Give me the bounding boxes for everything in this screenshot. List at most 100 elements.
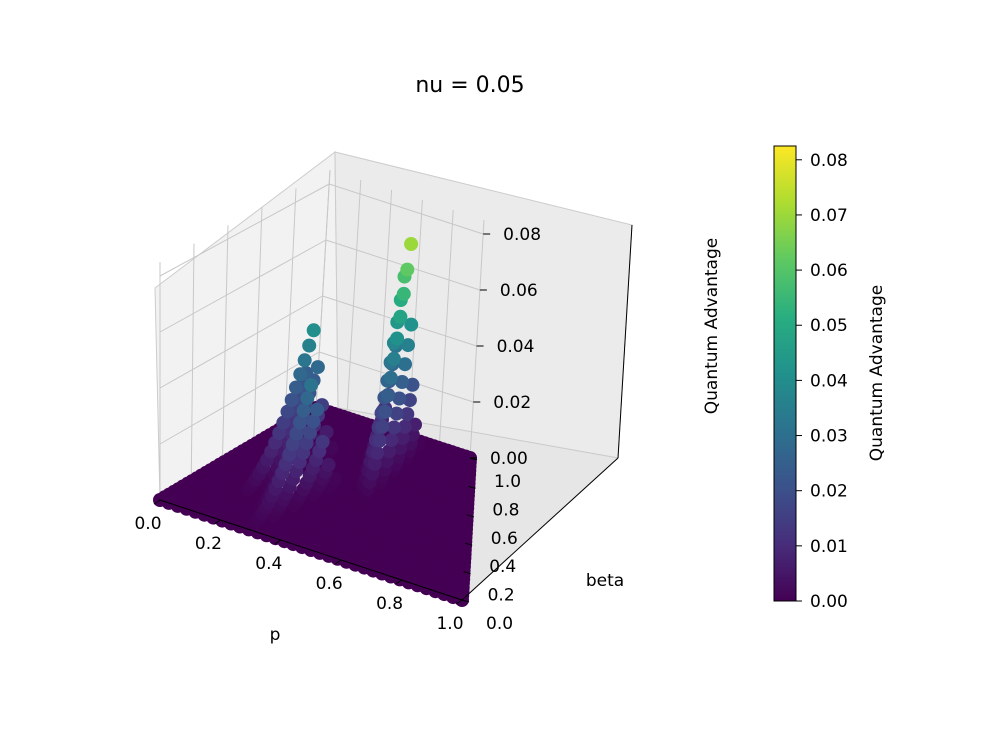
x-tick-mark bbox=[274, 539, 282, 545]
z-tick-label: 0.08 bbox=[503, 225, 541, 245]
z-axis-label: Quantum Advantage bbox=[702, 238, 722, 414]
colorbar-tick-label: 0.03 bbox=[810, 427, 848, 447]
data-point bbox=[404, 317, 419, 332]
data-point bbox=[378, 404, 393, 419]
z-axis-line bbox=[617, 224, 633, 459]
y-tick-label: 0.2 bbox=[488, 586, 515, 606]
data-point bbox=[297, 353, 312, 368]
y-tick-label: 0.8 bbox=[492, 500, 519, 520]
z-tick-label: 0.04 bbox=[497, 337, 535, 357]
y-tick-mark bbox=[469, 457, 478, 461]
grid-line bbox=[377, 189, 393, 429]
colorbar-tick-label: 0.08 bbox=[810, 151, 848, 171]
colorbar-tick-label: 0.01 bbox=[810, 537, 848, 557]
y-tick-mark bbox=[466, 514, 474, 518]
data-point bbox=[321, 457, 336, 472]
data-point bbox=[289, 380, 303, 395]
x-tick-mark bbox=[214, 519, 221, 525]
grid-line bbox=[284, 188, 297, 427]
z-tick-label: 0.00 bbox=[490, 449, 528, 469]
data-point bbox=[310, 402, 324, 417]
y-tick-mark bbox=[463, 571, 471, 575]
grid-line bbox=[253, 206, 263, 445]
colorbar: 0.00 0.01 0.02 0.03 0.04 0.05 0.06 0.07 0.08 Qua… bbox=[773, 145, 887, 612]
data-point bbox=[400, 262, 415, 277]
y-tick-mark bbox=[465, 542, 473, 546]
x-tick-label: 0.0 bbox=[134, 514, 161, 534]
data-point bbox=[387, 420, 401, 435]
x-tick-mark bbox=[153, 499, 161, 505]
data-point bbox=[370, 445, 385, 460]
grid-line bbox=[159, 239, 327, 333]
data-point bbox=[386, 351, 401, 366]
colorbar-tick-label: 0.05 bbox=[810, 316, 848, 336]
z-tick-label: 0.02 bbox=[493, 393, 531, 413]
grid-line bbox=[438, 209, 454, 449]
x-axis: 0.0 0.2 0.4 0.6 0.8 1.0 p bbox=[134, 499, 464, 645]
data-point bbox=[289, 426, 304, 441]
data-point bbox=[400, 407, 415, 422]
x-axis-line bbox=[159, 499, 463, 601]
data-point bbox=[395, 375, 410, 389]
grid-line bbox=[469, 219, 485, 459]
grid-line bbox=[329, 183, 484, 235]
data-point bbox=[392, 391, 407, 406]
data-point bbox=[401, 338, 415, 353]
x-tick-mark bbox=[455, 599, 463, 605]
colorbar-tick-label: 0.02 bbox=[810, 482, 848, 502]
scatter-points bbox=[153, 237, 477, 607]
data-point bbox=[310, 360, 325, 375]
data-point bbox=[383, 370, 398, 385]
x-tick-label: 0.6 bbox=[316, 574, 343, 594]
data-point bbox=[276, 415, 291, 430]
data-point bbox=[280, 404, 295, 419]
data-point bbox=[306, 323, 321, 338]
colorbar-gradient bbox=[773, 145, 797, 602]
data-point bbox=[396, 286, 411, 301]
data-point bbox=[380, 388, 395, 403]
x-axis-label: p bbox=[270, 625, 281, 645]
y-tick-label: 0.4 bbox=[489, 557, 516, 577]
data-point bbox=[389, 406, 404, 421]
x-tick-label: 0.2 bbox=[195, 534, 222, 554]
grid-line bbox=[221, 225, 229, 464]
x-tick-mark bbox=[334, 559, 342, 565]
data-point bbox=[285, 437, 300, 452]
data-point bbox=[299, 436, 314, 450]
grid-line bbox=[159, 183, 330, 277]
grid-line bbox=[159, 351, 320, 445]
x-tick-label: 1.0 bbox=[436, 614, 463, 634]
y-tick-label: 0.0 bbox=[486, 614, 513, 634]
y-axis-line bbox=[461, 457, 619, 601]
x-tick-label: 0.8 bbox=[376, 594, 403, 614]
y-tick-label: 1.0 bbox=[494, 472, 521, 492]
y-axis-label: beta bbox=[586, 571, 624, 591]
colorbar-tick-label: 0.07 bbox=[810, 206, 848, 226]
colorbar-label: Quantum Advantage bbox=[867, 285, 887, 461]
grid-line bbox=[346, 179, 362, 419]
data-point bbox=[284, 393, 299, 407]
data-point bbox=[302, 425, 317, 440]
data-point bbox=[293, 415, 307, 430]
colorbar-tick-label: 0.00 bbox=[810, 592, 848, 612]
data-point bbox=[397, 419, 412, 434]
data-point bbox=[395, 431, 410, 446]
data-point bbox=[304, 378, 319, 393]
data-point bbox=[372, 433, 387, 448]
grid-line bbox=[190, 243, 195, 482]
x-tick-mark bbox=[395, 579, 402, 585]
y-tick-mark bbox=[461, 599, 470, 603]
data-point bbox=[296, 403, 311, 418]
y-axis: 0.0 0.2 0.4 0.6 0.8 1.0 beta bbox=[461, 457, 624, 634]
data-point bbox=[306, 414, 321, 429]
z-axis: 0.00 0.02 0.04 0.06 0.08 Quantum Advantage bbox=[470, 224, 722, 469]
data-point bbox=[384, 433, 399, 447]
data-point bbox=[398, 357, 412, 372]
chart-title: nu = 0.05 bbox=[415, 73, 524, 98]
data-point bbox=[300, 391, 315, 406]
colorbar-tick-label: 0.04 bbox=[810, 371, 848, 391]
colorbar-tick-label: 0.06 bbox=[810, 261, 848, 281]
data-point bbox=[404, 237, 419, 251]
data-point bbox=[293, 367, 308, 382]
data-point bbox=[315, 434, 330, 449]
